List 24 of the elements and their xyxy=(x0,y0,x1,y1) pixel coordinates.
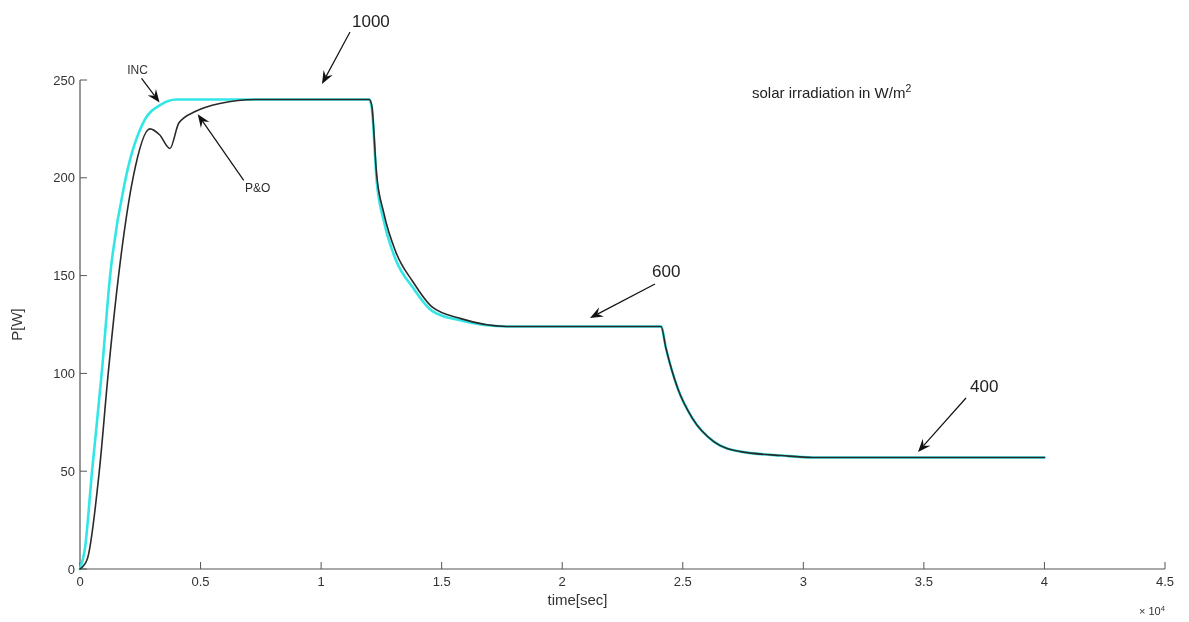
annotation: 600 xyxy=(652,262,681,281)
text: × 10$^{4}$ xyxy=(1139,603,1166,617)
x-tick-label: 4 xyxy=(1040,574,1049,589)
y-tick-label: 200 xyxy=(53,170,75,186)
x-axis-title: time[sec] xyxy=(547,591,608,608)
x-tick-label: 3 xyxy=(799,574,807,589)
annotation: 400 xyxy=(970,377,999,396)
annotation: solar irradiation in W/m$^{2}$ xyxy=(752,82,912,101)
y-tick-label: 100 xyxy=(53,365,75,381)
x-tick-label: 2.5 xyxy=(673,574,692,589)
y-tick-label: 50 xyxy=(60,463,75,479)
y-tick-label: 150 xyxy=(53,268,75,284)
x-tick-label: 0.5 xyxy=(191,574,210,589)
text: INC xyxy=(127,63,149,78)
y-tick-label: 250 xyxy=(53,72,75,88)
x-tick-label: 1 xyxy=(317,574,325,589)
text: 1000 xyxy=(352,12,390,31)
x-tick-label: 2 xyxy=(558,574,566,589)
x-tick-label: 1.5 xyxy=(432,574,451,589)
x-tick-label: 3.5 xyxy=(914,574,933,589)
y-axis-title: P[W] xyxy=(8,308,25,341)
text: P&O xyxy=(245,181,271,196)
y-tick-label: 0 xyxy=(67,561,75,577)
x-tick-label: 4.5 xyxy=(1155,574,1175,589)
